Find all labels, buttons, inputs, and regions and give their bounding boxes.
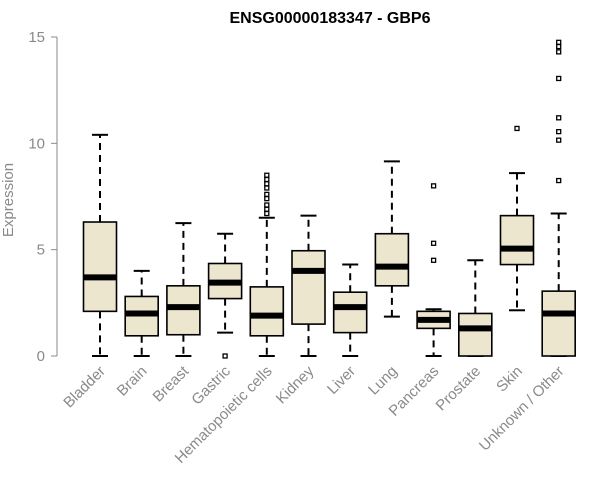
outlier-point <box>556 43 562 50</box>
outlier-point <box>514 125 520 132</box>
outlier-point <box>556 49 562 55</box>
box-liver <box>332 263 368 357</box>
box-pancreas <box>416 183 451 357</box>
outlier-point <box>556 128 562 135</box>
outlier-point <box>264 210 270 217</box>
x-tick-label: Brain <box>114 363 151 400</box>
outlier-point <box>264 195 270 202</box>
y-tick-label: 0 <box>37 348 45 365</box>
outlier-point <box>430 183 437 189</box>
outlier-point <box>264 185 270 191</box>
outlier-point <box>430 257 437 263</box>
x-tick-label: Prostate <box>433 363 485 415</box>
iqr-box <box>166 285 201 336</box>
outlier-point <box>556 75 562 82</box>
box-series <box>82 39 577 359</box>
y-tick-label: 10 <box>28 135 45 152</box>
y-tick-label: 15 <box>28 29 45 46</box>
outlier-point <box>556 39 562 45</box>
outlier-point <box>556 177 562 184</box>
chart-title: ENSG00000183347 - GBP6 <box>229 10 430 27</box>
box-gastric <box>207 232 243 359</box>
box-bladder <box>82 133 118 357</box>
x-tick-label: Bladder <box>60 363 109 412</box>
box-breast <box>166 222 201 357</box>
iqr-box <box>82 221 118 313</box>
outlier-point <box>556 115 562 121</box>
box-prostate <box>457 259 493 357</box>
x-tick-label: Kidney <box>273 362 318 407</box>
y-axis-label: Expression <box>0 163 17 237</box>
outlier-point <box>222 353 228 359</box>
x-tick-label: Skin <box>493 363 526 396</box>
box-brain <box>124 269 159 357</box>
x-tick-label: Lung <box>365 363 401 399</box>
iqr-box <box>249 286 285 337</box>
outlier-point <box>264 206 270 212</box>
box-lung <box>374 160 410 318</box>
iqr-box <box>374 232 410 287</box>
outlier-point <box>430 240 437 246</box>
iqr-box <box>291 249 326 325</box>
iqr-box <box>541 290 577 357</box>
box-hematopoietic-cells <box>249 172 285 357</box>
box-unknown-other <box>541 39 577 357</box>
iqr-box <box>499 214 535 266</box>
x-tick-label: Breast <box>150 362 193 405</box>
box-kidney <box>291 214 326 357</box>
outlier-point <box>264 181 270 187</box>
outlier-point <box>264 172 270 178</box>
outlier-point <box>264 176 270 183</box>
box-skin <box>499 125 535 312</box>
outlier-point <box>556 137 562 143</box>
x-tick-label: Liver <box>324 363 359 398</box>
iqr-box <box>332 291 368 334</box>
y-axis: 0 5 10 15 <box>28 29 58 365</box>
outlier-point <box>264 202 270 208</box>
outlier-point <box>264 191 270 198</box>
iqr-box <box>457 312 493 357</box>
y-tick-label: 5 <box>37 242 45 259</box>
